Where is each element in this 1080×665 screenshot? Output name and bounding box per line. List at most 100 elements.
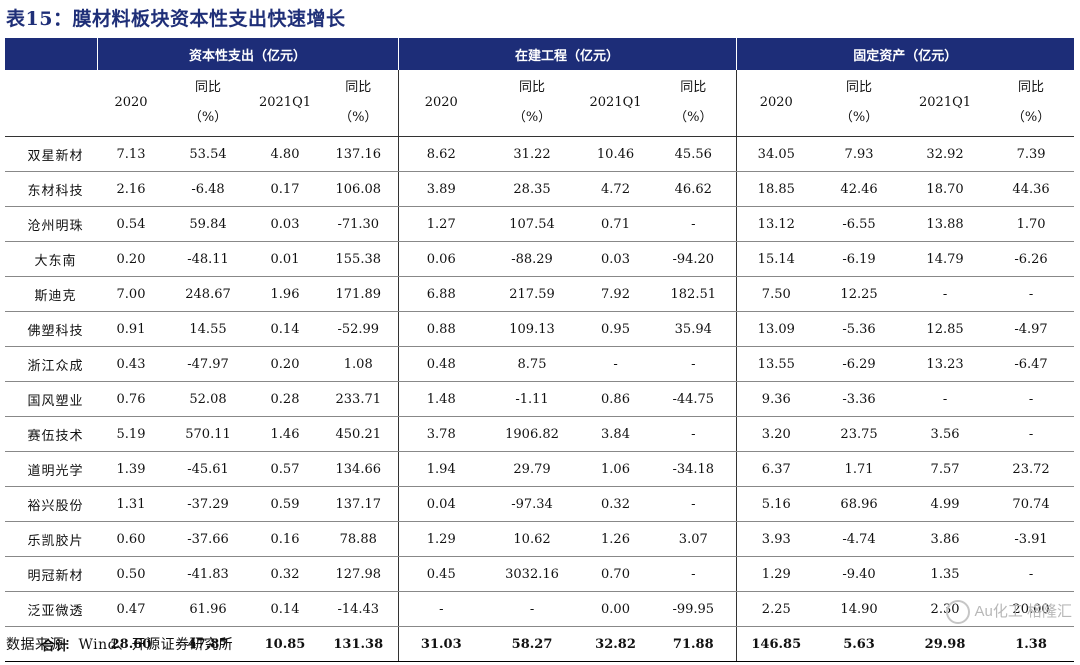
company-name: 道明光学: [5, 451, 97, 487]
cell: 44.36: [988, 171, 1075, 207]
cell: 0.00: [580, 591, 652, 627]
cell: 13.88: [902, 206, 989, 242]
cell: 2.16: [97, 171, 165, 207]
cell: 9.36: [735, 381, 817, 417]
cell: 2.25: [735, 591, 817, 627]
cell: 137.16: [319, 136, 399, 172]
cell: 7.39: [988, 136, 1075, 172]
cell: 0.28: [251, 381, 319, 417]
cell: 28.60: [97, 626, 165, 662]
company-name: 赛伍技术: [5, 416, 97, 452]
cell: 3.56: [902, 416, 989, 452]
cell: 61.96: [165, 591, 251, 627]
cell: 3032.16: [484, 556, 581, 592]
cell: 182.51: [651, 276, 737, 312]
cell: 13.09: [735, 311, 817, 347]
cell: -: [580, 346, 652, 382]
cell: -48.11: [165, 241, 251, 277]
subheader-yoy: 同比 （%）: [319, 70, 399, 137]
cell: 29.98: [902, 626, 989, 662]
cell: 0.03: [251, 206, 319, 242]
cell: 7.00: [97, 276, 165, 312]
cell: 34.05: [735, 136, 817, 172]
cell: 13.23: [902, 346, 989, 382]
cell: 10.46: [580, 136, 652, 172]
cell: 131.38: [319, 626, 399, 662]
cell: 10.62: [484, 521, 581, 557]
cell: 28.35: [484, 171, 581, 207]
cell: -88.29: [484, 241, 581, 277]
header-blank: [5, 38, 98, 70]
cell: 6.37: [735, 451, 817, 487]
subheader-yoy: 同比 （%）: [484, 70, 581, 137]
cell: 0.43: [97, 346, 165, 382]
cell: -1.11: [484, 381, 581, 417]
cell: 13.12: [735, 206, 817, 242]
table-row: 浙江众成 0.43 -47.97 0.20 1.08 0.48 8.75- -13.55 -6.…: [5, 346, 1075, 382]
subheader-blank: [5, 70, 97, 137]
cell: 53.54: [165, 136, 251, 172]
table-row: 明冠新材 0.50 -41.83 0.32 127.98 0.45 3032.16 0.70-…: [5, 556, 1075, 592]
cell: 4.99: [902, 486, 989, 522]
company-name: 双星新材: [5, 136, 97, 172]
table-row: 裕兴股份 1.31 -37.29 0.59 137.17 0.04 -97.34 0.32-5…: [5, 486, 1075, 522]
cell: 7.92: [580, 276, 652, 312]
cell: 0.59: [251, 486, 319, 522]
table-row: 双星新材 7.13 53.54 4.80 137.16 8.62 31.22 10.46 45.…: [5, 136, 1075, 172]
cell: -: [651, 556, 737, 592]
cell: 233.71: [319, 381, 399, 417]
cell: 5.19: [97, 416, 165, 452]
company-name: 裕兴股份: [5, 486, 97, 522]
cell: -6.48: [165, 171, 251, 207]
cell: 32.82: [580, 626, 652, 662]
yoy-label: 同比: [846, 80, 873, 95]
company-name: 大东南: [5, 241, 97, 277]
cell: -97.34: [484, 486, 581, 522]
cell: 107.54: [484, 206, 581, 242]
cell: 1906.82: [484, 416, 581, 452]
subheader-yoy: 同比 （%）: [816, 70, 903, 137]
yoy-unit: （%）: [188, 110, 228, 125]
cell: 0.71: [580, 206, 652, 242]
table-body: 双星新材 7.13 53.54 4.80 137.16 8.62 31.22 10.46 45.…: [5, 136, 1075, 627]
cell: -6.47: [988, 346, 1075, 382]
cell: 0.04: [397, 486, 485, 522]
cell: 0.14: [251, 311, 319, 347]
cell: -6.26: [988, 241, 1075, 277]
cell: 6.88: [397, 276, 485, 312]
subheader-2021q1: 2021Q1: [251, 70, 319, 137]
cell: -99.95: [651, 591, 737, 627]
cell: 0.48: [397, 346, 485, 382]
cell: 0.32: [251, 556, 319, 592]
cell: 12.25: [816, 276, 903, 312]
cell: 106.08: [319, 171, 399, 207]
cell: 52.08: [165, 381, 251, 417]
capex-table: 资本性支出（亿元） 在建工程（亿元） 固定资产（亿元） 2020 同比 （%） 2…: [5, 38, 1075, 662]
watermark-text: Au化工 格隆汇: [974, 603, 1072, 620]
cell: -: [988, 416, 1075, 452]
cell: 1.39: [97, 451, 165, 487]
cell: 1.29: [397, 521, 485, 557]
cell: 7.13: [97, 136, 165, 172]
table-row: 泛亚微透 0.47 61.96 0.14 -14.43- -0.00 -99.95 2.25 1…: [5, 591, 1075, 627]
subheader-2021q1: 2021Q1: [580, 70, 652, 137]
subheader-2021q1: 2021Q1: [902, 70, 989, 137]
yoy-label: 同比: [345, 80, 372, 95]
cell: 0.50: [97, 556, 165, 592]
cell: 1.35: [902, 556, 989, 592]
table-row: 道明光学 1.39 -45.61 0.57 134.66 1.94 29.79 1.06 -34…: [5, 451, 1075, 487]
table-row: 赛伍技术 5.19 570.11 1.46 450.21 3.78 1906.82 3.84-…: [5, 416, 1075, 452]
cell: -37.29: [165, 486, 251, 522]
yoy-label: 同比: [519, 80, 546, 95]
cell: 7.50: [735, 276, 817, 312]
table-row: 大东南 0.20 -48.11 0.01 155.38 0.06 -88.29 0.03 -94…: [5, 241, 1075, 277]
cell: 3.89: [397, 171, 485, 207]
cell: 0.06: [397, 241, 485, 277]
cell: -: [902, 381, 989, 417]
yoy-unit: （%）: [339, 110, 378, 125]
cell: 0.86: [580, 381, 652, 417]
cell: 1.96: [251, 276, 319, 312]
cell: 0.91: [97, 311, 165, 347]
cell: 71.88: [651, 626, 737, 662]
cell: 0.95: [580, 311, 652, 347]
